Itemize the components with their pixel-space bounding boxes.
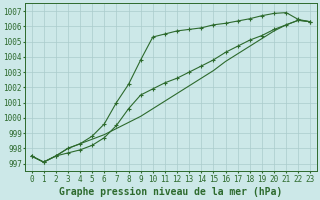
X-axis label: Graphe pression niveau de la mer (hPa): Graphe pression niveau de la mer (hPa) (60, 186, 283, 197)
